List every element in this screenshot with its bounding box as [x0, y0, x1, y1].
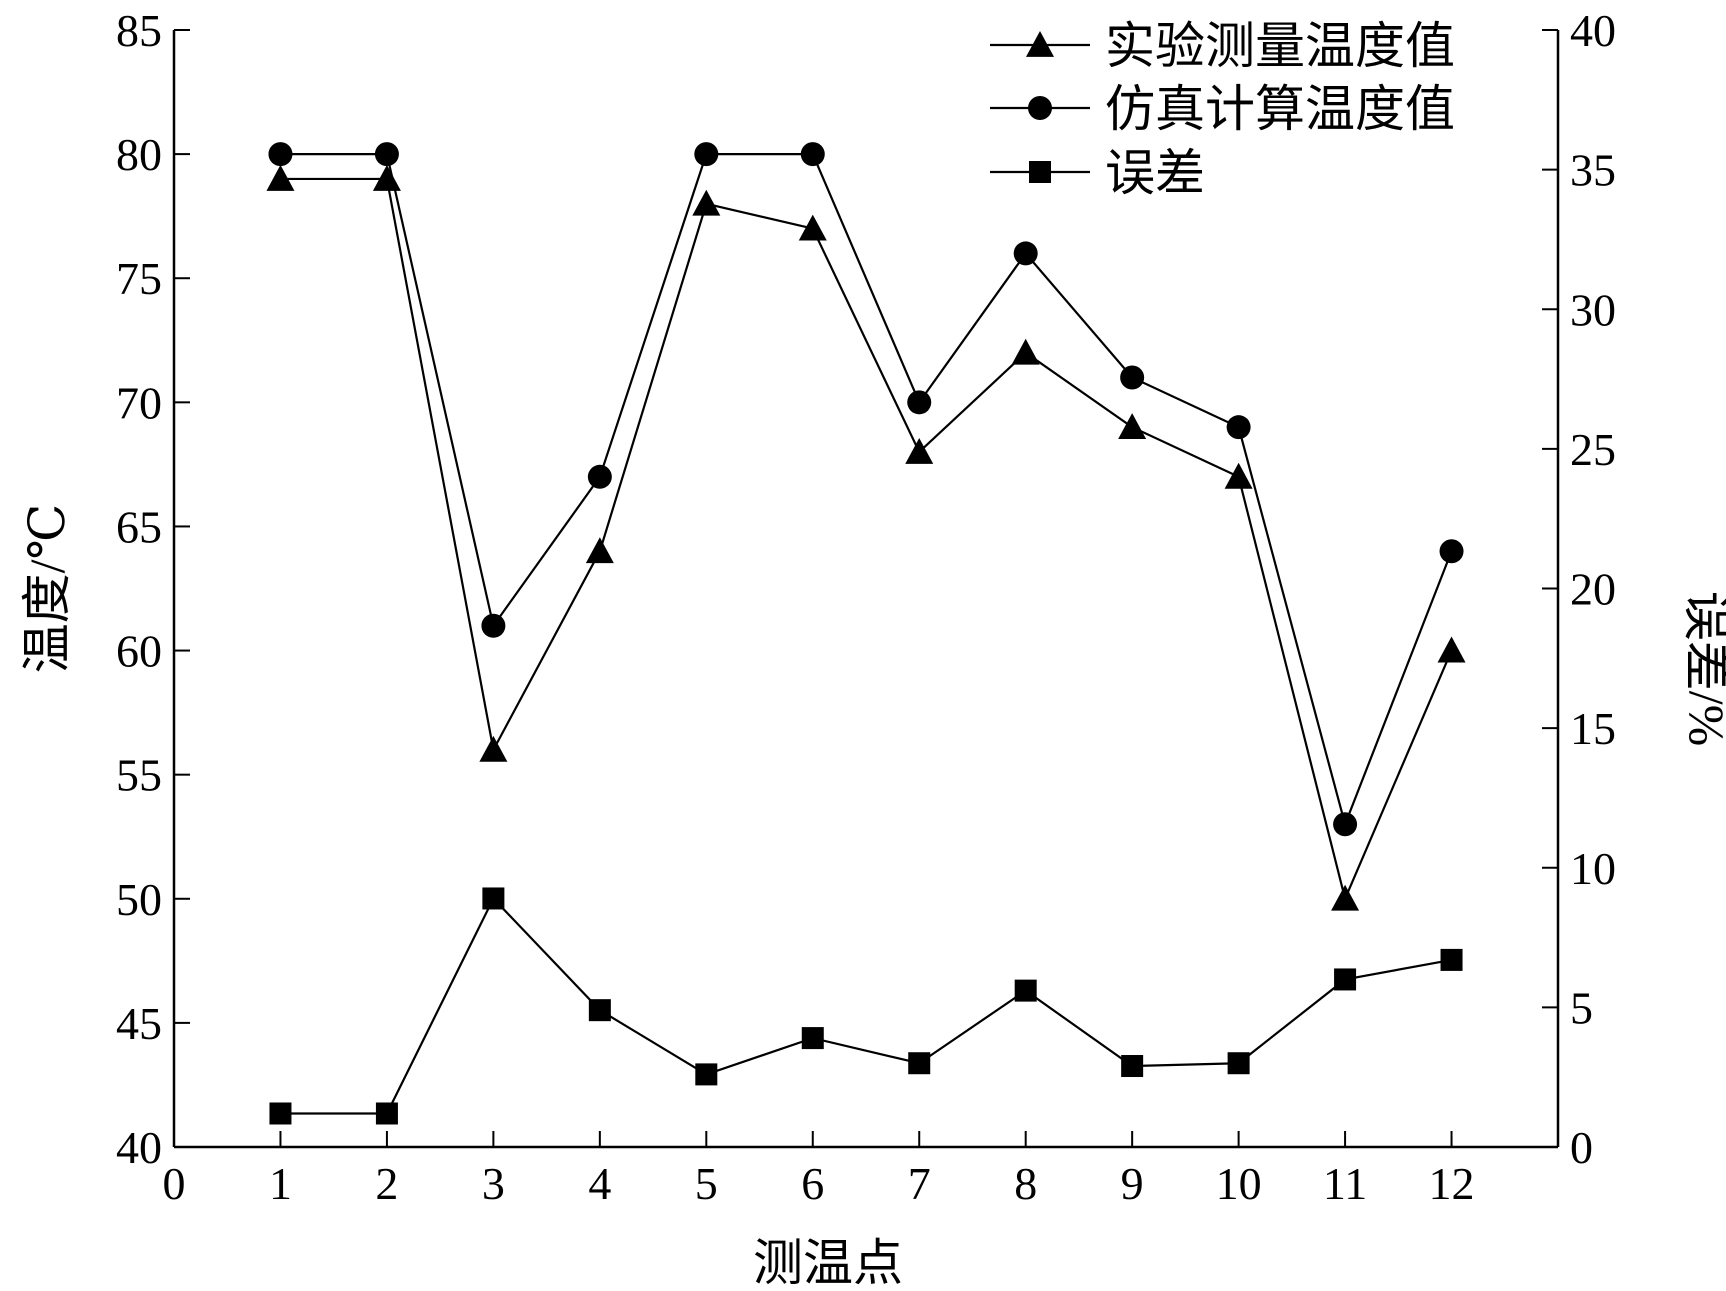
data-point [1331, 884, 1360, 911]
data-point [800, 142, 825, 167]
data-point [375, 1102, 398, 1125]
y-left-tick-label: 50 [116, 874, 162, 925]
data-point [587, 464, 612, 489]
y-left-tick-label: 85 [116, 5, 162, 56]
data-point [266, 164, 295, 191]
data-point [907, 390, 932, 415]
data-point [481, 613, 506, 638]
legend-marker [1026, 31, 1054, 57]
data-point [801, 1027, 824, 1050]
series-3 [269, 887, 1463, 1125]
data-point [1227, 1052, 1250, 1075]
y-left-tick-label: 45 [116, 998, 162, 1049]
series-line [280, 896, 1452, 1115]
x-axis-title: 测温点 [753, 1235, 903, 1291]
y-right-tick-label: 5 [1570, 982, 1593, 1033]
x-tick-label: 5 [695, 1158, 718, 1209]
data-point [798, 214, 827, 241]
y-left-tick-label: 65 [116, 501, 162, 552]
series-2 [268, 142, 1464, 837]
y-left-tick-label: 55 [116, 750, 162, 801]
data-point [585, 537, 614, 564]
y-left-tick-label: 80 [116, 129, 162, 180]
data-point [1120, 365, 1145, 390]
x-tick-label: 7 [908, 1158, 931, 1209]
y-right-tick-label: 15 [1570, 703, 1616, 754]
data-point [1437, 636, 1466, 663]
data-point [479, 735, 508, 762]
x-tick-label: 0 [163, 1158, 186, 1209]
x-tick-label: 3 [482, 1158, 505, 1209]
y-right-tick-label: 20 [1570, 564, 1616, 615]
data-point [1013, 241, 1038, 266]
legend-label: 实验测量温度值 [1105, 18, 1455, 74]
x-tick-label: 1 [269, 1158, 292, 1209]
data-point [588, 999, 611, 1022]
y-right-tick-label: 35 [1570, 145, 1616, 196]
data-point [374, 142, 399, 167]
data-point [908, 1052, 931, 1075]
y-left-tick-label: 40 [116, 1122, 162, 1173]
y-right-tick-label: 30 [1570, 284, 1616, 335]
legend-marker [1029, 161, 1051, 183]
legend-entry-1: 实验测量温度值 [990, 18, 1455, 74]
x-tick-label: 8 [1014, 1158, 1037, 1209]
data-point [905, 437, 934, 464]
x-tick-label: 11 [1323, 1158, 1367, 1209]
data-point [695, 1063, 718, 1086]
y-right-tick-label: 25 [1570, 424, 1616, 475]
data-point [269, 1102, 292, 1125]
x-tick-label: 6 [801, 1158, 824, 1209]
data-point [1121, 1055, 1144, 1078]
data-point [482, 887, 505, 910]
y-right-tick-label: 0 [1570, 1122, 1593, 1173]
axes: 0 1 2 3 4 5 6 7 8 9 10 11 12404550556065707580850510… [19, 5, 1726, 1291]
y-left-tick-label: 75 [116, 253, 162, 304]
x-tick-label: 4 [588, 1158, 611, 1209]
data-point [1439, 539, 1464, 564]
data-point [268, 142, 293, 167]
y-left-tick-label: 70 [116, 377, 162, 428]
series-line [280, 177, 1453, 903]
data-point [1118, 413, 1147, 440]
data-point [1334, 968, 1357, 991]
y-right-tick-label: 40 [1570, 5, 1616, 56]
y-right-axis-title: 误差/% [1679, 591, 1726, 747]
data-point [1440, 948, 1463, 971]
x-tick-label: 10 [1216, 1158, 1262, 1209]
data-point [692, 189, 721, 216]
data-point [694, 142, 719, 167]
y-left-axis-title: 温度/℃ [19, 504, 75, 674]
legend-label: 仿真计算温度值 [1105, 81, 1455, 137]
series-group [266, 142, 1466, 1125]
data-point [1224, 462, 1253, 489]
x-tick-label: 2 [375, 1158, 398, 1209]
data-point [1333, 812, 1358, 837]
data-point [1226, 415, 1251, 440]
legend-label: 误差 [1105, 145, 1205, 201]
legend-entry-2: 仿真计算温度值 [990, 81, 1455, 137]
data-point [1011, 338, 1040, 365]
x-tick-label: 9 [1121, 1158, 1144, 1209]
legend-marker [1028, 96, 1052, 120]
y-right-tick-label: 10 [1570, 843, 1616, 894]
data-point [1014, 979, 1037, 1002]
y-left-tick-label: 60 [116, 626, 162, 677]
series-line [280, 153, 1453, 828]
legend-entry-3: 误差 [990, 145, 1205, 201]
x-tick-label: 12 [1429, 1158, 1475, 1209]
